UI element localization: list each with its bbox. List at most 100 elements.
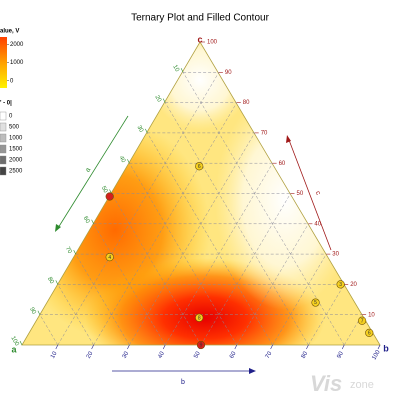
b-tick-label: 60 (229, 350, 238, 359)
a-tick-label: 50 (100, 185, 109, 194)
b-tick (377, 344, 381, 350)
a-tick (180, 68, 184, 73)
legend-label: 0 (9, 114, 13, 120)
c-tick-label: 30 (332, 252, 339, 258)
a-tick (127, 159, 130, 164)
grid-line (57, 284, 94, 346)
colorbar-tick-label: 2000 (10, 42, 24, 48)
data-point (336, 280, 345, 289)
legend-swatch (0, 111, 7, 121)
legend-label: 500 (9, 125, 20, 131)
b-tick (341, 344, 345, 350)
grid-line (57, 72, 220, 346)
legend-label: 2000 (9, 158, 23, 164)
c-vertex-label: c (197, 34, 202, 44)
grid-line (272, 253, 327, 346)
a-arrow-label: a (84, 167, 92, 174)
c-tick-label: 90 (225, 70, 232, 76)
a-tick-label: 70 (64, 246, 73, 255)
data-point (195, 313, 204, 322)
legend-swatch (0, 155, 7, 165)
b-tick-label: 70 (265, 350, 274, 359)
grid-line (129, 132, 255, 346)
watermark: zone (350, 379, 374, 391)
c-tick-label: 70 (261, 130, 268, 136)
data-point (358, 316, 367, 325)
a-tick-label: 20 (153, 94, 162, 103)
point-label: 8 (198, 315, 201, 321)
c-tick-label: 20 (350, 282, 357, 288)
grid-line (147, 132, 273, 346)
b-tick-label: 20 (86, 350, 95, 359)
c-tick-label: 60 (279, 161, 286, 167)
data-point (365, 328, 374, 337)
b-tick (270, 344, 273, 350)
grid-line (200, 193, 291, 346)
grid-line (111, 193, 202, 346)
data-point (105, 253, 114, 262)
a-tick-label: 90 (28, 307, 37, 316)
a-tick-label: 100 (9, 335, 20, 347)
legend-swatch (0, 166, 7, 176)
grid-line (93, 223, 166, 346)
data-point (195, 162, 204, 171)
colorbar-tick-label: 0 (10, 78, 14, 84)
grid-line (343, 314, 363, 346)
a-tick (91, 219, 94, 224)
data-point (311, 298, 320, 307)
b-tick (234, 344, 238, 350)
b-tick-label: 10 (50, 350, 59, 359)
size-legend-title: ' - 0| (0, 101, 12, 107)
b-tick (55, 344, 59, 350)
c-tick-label: 50 (297, 191, 304, 197)
data-point (196, 340, 206, 350)
legend-label: 1000 (9, 136, 23, 142)
a-tick-label: 80 (46, 276, 55, 285)
watermark: Vis (310, 371, 342, 396)
point-label: 6 (198, 164, 201, 170)
a-tick (37, 310, 41, 315)
a-tick (19, 340, 23, 346)
point-label: 5 (314, 300, 317, 306)
c-tick-label: 40 (314, 221, 321, 227)
a-tick (162, 98, 166, 103)
colorbar-tick-label: 1000 (10, 60, 24, 66)
a-tick-label: 10 (171, 64, 180, 73)
b-arrowhead (249, 368, 256, 374)
a-arrow (57, 115, 129, 229)
b-tick-label: 40 (157, 350, 166, 359)
colorbar (0, 37, 7, 88)
colorbar-title: alue, V (0, 29, 19, 35)
b-tick-label: 30 (122, 350, 131, 359)
b-tick-label: 50 (193, 350, 202, 359)
legend-label: 2500 (9, 169, 23, 175)
b-tick-label: 90 (336, 350, 345, 359)
a-tick-label: 40 (118, 155, 127, 164)
b-tick (91, 344, 94, 350)
b-vertex-label: b (383, 343, 389, 353)
c-arrow-label: c (314, 190, 322, 196)
chart-title: Ternary Plot and Filled Contour (131, 13, 270, 24)
grid-line (39, 314, 59, 346)
c-tick-label: 10 (368, 312, 375, 318)
a-tick-label: 30 (136, 125, 145, 134)
point-label: 7 (361, 318, 364, 324)
legend-swatch (0, 133, 7, 143)
point-label: 6 (368, 331, 371, 337)
point-label: 9 (200, 343, 203, 349)
a-vertex-label: a (11, 344, 17, 354)
legend-swatch (0, 122, 7, 132)
legend-label: 1500 (9, 147, 23, 153)
b-tick-label: 80 (301, 350, 310, 359)
grid-line (75, 253, 130, 346)
a-tick (145, 128, 148, 134)
a-tick (55, 280, 59, 285)
c-arrow (288, 139, 332, 251)
grid-line (308, 284, 345, 346)
grid-line (236, 223, 309, 346)
a-tick (73, 249, 76, 255)
a-tick-label: 60 (82, 216, 91, 225)
b-tick (162, 344, 166, 350)
